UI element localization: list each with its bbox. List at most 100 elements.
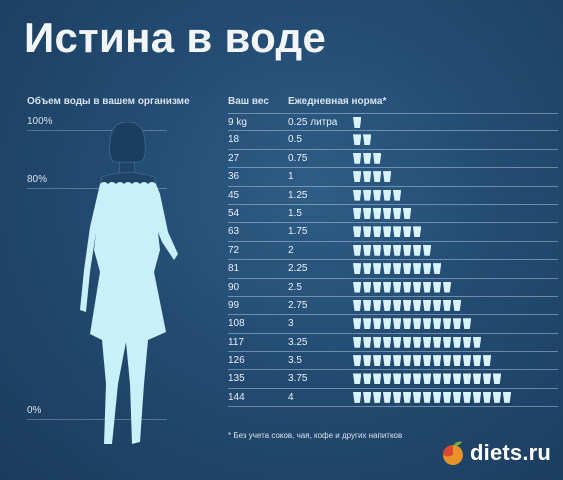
- glass-icon: [452, 355, 462, 367]
- glass-icon: [382, 244, 392, 256]
- weight-value: 18: [228, 134, 240, 146]
- glass-icon: [492, 373, 502, 385]
- glasses-row: [353, 336, 482, 349]
- glass-icon: [402, 263, 412, 275]
- glass-icon: [372, 391, 382, 403]
- percent-0-label: 0%: [27, 405, 42, 416]
- percent-100-label: 100%: [27, 116, 53, 127]
- norm-value: 1.75: [288, 226, 308, 238]
- percent-100-line: [27, 130, 167, 131]
- glass-icon: [422, 355, 432, 367]
- glass-icon: [412, 299, 422, 311]
- glass-icon: [452, 373, 462, 385]
- glass-icon: [432, 355, 442, 367]
- glass-icon: [452, 336, 462, 348]
- woman-silhouette-icon: [80, 122, 178, 444]
- glass-icon: [462, 355, 472, 367]
- glass-icon: [402, 373, 412, 385]
- glasses-row: [353, 299, 462, 312]
- glass-icon: [362, 299, 372, 311]
- norm-value: 0.25 литра: [288, 117, 338, 128]
- glass-icon: [382, 226, 392, 238]
- glass-icon: [472, 336, 482, 348]
- glass-icon: [442, 391, 452, 403]
- glass-icon: [353, 207, 362, 219]
- glass-icon: [412, 244, 422, 256]
- logo-text: diets.ru: [470, 440, 552, 465]
- glass-icon: [412, 391, 422, 403]
- weight-value: 9 kg: [228, 117, 247, 128]
- table-row: 18 0.5: [228, 131, 558, 150]
- norm-value: 3.5: [288, 355, 302, 367]
- table-row: 36 1: [228, 168, 558, 187]
- glass-icon: [362, 281, 372, 293]
- glass-icon: [412, 373, 422, 385]
- percent-80-label: 80%: [27, 174, 48, 185]
- glass-icon: [442, 373, 452, 385]
- water-volume-header: Объем воды в вашем организме: [27, 96, 190, 107]
- glasses-row: [353, 171, 392, 183]
- table-row: 63 1.75: [228, 223, 558, 242]
- glass-icon: [402, 336, 412, 348]
- glass-icon: [382, 281, 392, 293]
- glass-icon: [362, 152, 372, 164]
- weight-value: 126: [228, 355, 245, 367]
- glass-icon: [442, 281, 452, 293]
- glass-icon: [392, 263, 402, 275]
- footnote: * Без учета соков, чая, кофе и других на…: [228, 431, 403, 440]
- glass-icon: [362, 207, 372, 219]
- glass-icon: [402, 299, 412, 311]
- glass-icon: [372, 244, 382, 256]
- glass-icon: [402, 355, 412, 367]
- glass-icon: [412, 281, 422, 293]
- table-row: 117 3.25: [228, 334, 558, 353]
- glass-icon: [392, 336, 402, 348]
- glasses-row: [353, 373, 502, 385]
- glass-icon: [353, 117, 362, 128]
- glass-icon: [472, 373, 482, 385]
- glass-icon: [422, 244, 432, 256]
- percent-0-line: [27, 419, 167, 420]
- glasses-row: [353, 134, 372, 146]
- glass-icon: [422, 336, 432, 348]
- glass-icon: [353, 263, 362, 275]
- glass-icon: [432, 318, 442, 330]
- weight-value: 99: [228, 299, 240, 311]
- glass-icon: [382, 171, 392, 183]
- page-title: Истина в воде: [24, 14, 327, 61]
- glass-icon: [402, 318, 412, 330]
- glass-icon: [412, 226, 422, 238]
- glass-icon: [372, 299, 382, 311]
- glass-icon: [402, 226, 412, 238]
- glass-icon: [353, 391, 362, 403]
- weight-value: 90: [228, 281, 240, 293]
- glass-icon: [353, 134, 362, 146]
- water-norm-table: 9 kg 0.25 литра 18 0.5 27 0.75 36 1 45 1.25 54 1.5 6…: [228, 113, 558, 408]
- glasses-row: [353, 318, 472, 330]
- glass-icon: [412, 263, 422, 275]
- glass-icon: [432, 263, 442, 275]
- glass-icon: [372, 226, 382, 238]
- glass-icon: [492, 391, 502, 403]
- weight-value: 45: [228, 189, 240, 201]
- glass-icon: [353, 336, 362, 348]
- glass-icon: [422, 373, 432, 385]
- weight-value: 135: [228, 373, 245, 385]
- glass-icon: [442, 299, 452, 311]
- glasses-row: [353, 189, 402, 202]
- glass-icon: [502, 391, 512, 403]
- norm-value: 1.25: [288, 189, 308, 201]
- glass-icon: [372, 189, 382, 201]
- glass-icon: [362, 134, 372, 146]
- table-row: 81 2.25: [228, 260, 558, 279]
- norm-value: 3: [288, 318, 294, 330]
- glass-icon: [382, 373, 392, 385]
- glass-icon: [353, 152, 362, 164]
- weight-value: 72: [228, 244, 240, 256]
- glass-icon: [353, 171, 362, 183]
- table-row: 108 3: [228, 315, 558, 334]
- glass-icon: [353, 226, 362, 238]
- glass-icon: [402, 281, 412, 293]
- glass-icon: [372, 336, 382, 348]
- glass-icon: [353, 281, 362, 293]
